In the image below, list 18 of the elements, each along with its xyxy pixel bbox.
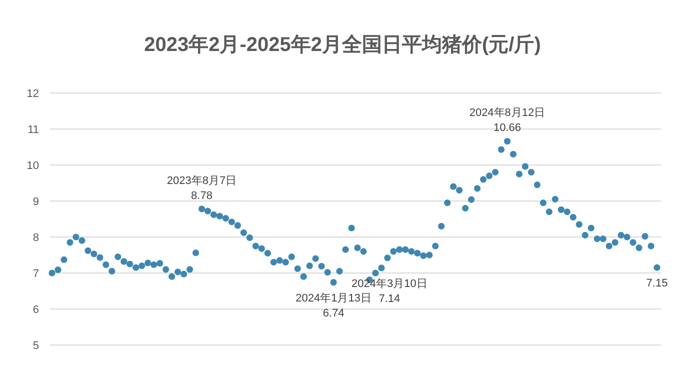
annotation: 2023年8月7日 — [166, 174, 237, 187]
y-tick-label: 12 — [26, 88, 39, 100]
chart-title: 2023年2月-2025年2月全国日平均猪价(元/斤) — [144, 33, 541, 56]
annotation: 2024年8月12日 — [469, 107, 546, 120]
y-tick-label: 5 — [32, 340, 39, 352]
y-tick-label: 8 — [32, 232, 39, 244]
y-tick-label: 9 — [32, 196, 39, 208]
annotation: 2024年3月10日 — [352, 278, 428, 290]
y-tick-label: 11 — [28, 124, 39, 136]
y-tick-label: 7 — [32, 268, 39, 280]
y-tick-label: 6 — [32, 304, 39, 316]
data-label: 10.66 — [493, 122, 522, 134]
data-label: 7.14 — [378, 292, 400, 305]
data-label: 6.74 — [322, 307, 344, 320]
annotation: 2024年1月13日 — [296, 292, 372, 304]
data-label: 7.15 — [646, 278, 668, 290]
y-tick-label: 10 — [26, 160, 39, 172]
data-label: 8.78 — [191, 190, 212, 202]
